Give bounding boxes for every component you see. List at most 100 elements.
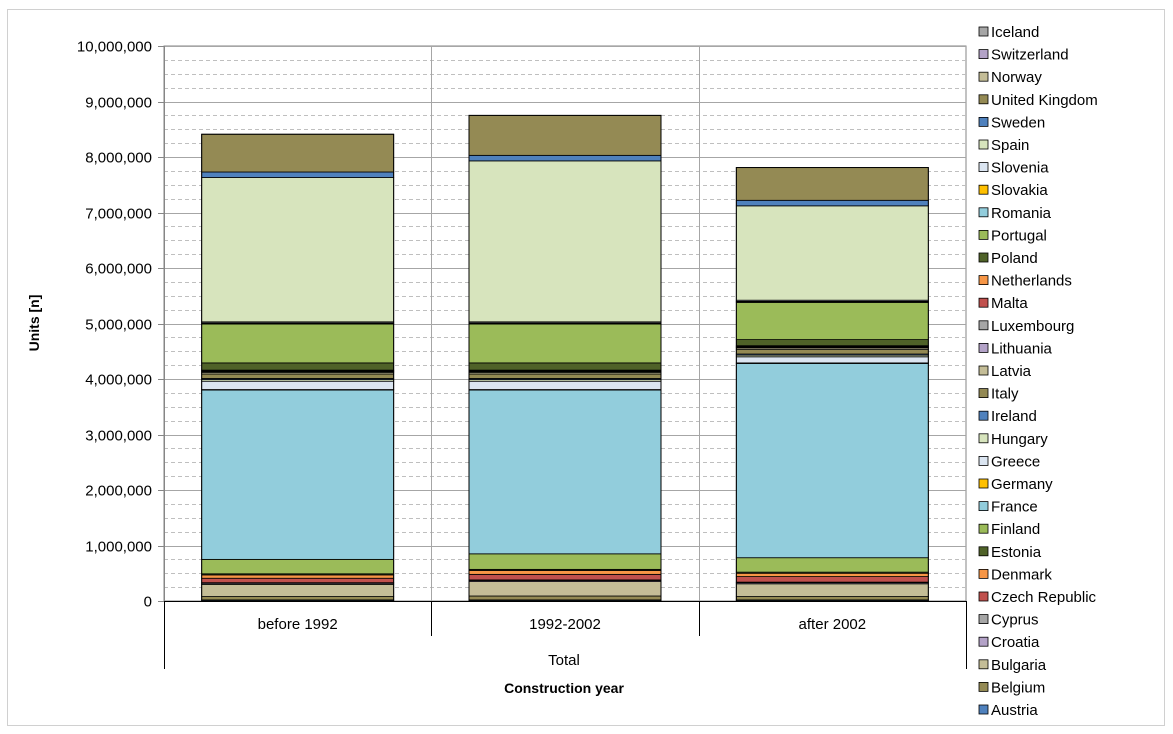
bar-segment-denmark [735, 572, 929, 577]
y-tick-label: 10,000,000 [77, 39, 152, 56]
legend-entry: Sweden [991, 114, 1045, 131]
legend-swatch [978, 591, 989, 602]
legend-entry: Lithuania [991, 340, 1053, 357]
bar-segment-portugal [468, 323, 662, 364]
legend-entry: Norway [991, 69, 1042, 86]
bar-segment-czech-republic [201, 577, 395, 584]
legend-entry: Switzerland [991, 47, 1069, 64]
y-tick-label: 7,000,000 [85, 206, 152, 223]
legend-entry: Czech Republic [991, 589, 1097, 606]
legend-swatch [978, 252, 989, 263]
legend-swatch [978, 207, 989, 218]
bar-segment-spain [468, 160, 662, 323]
legend-swatch [978, 388, 989, 399]
bar-segment-poland [735, 339, 929, 347]
legend-entry: Denmark [991, 566, 1052, 583]
bar-segment-czech-republic [735, 576, 929, 583]
legend: Iceland Switzerland Norway United Kingdom Sw… [978, 24, 1098, 719]
legend-swatch [978, 26, 989, 37]
legend-entry: United Kingdom [991, 92, 1098, 109]
legend-entry: Spain [991, 137, 1029, 154]
y-axis-title: Units [n] [26, 295, 42, 352]
legend-swatch [978, 478, 989, 489]
bar-segment-italy [735, 349, 929, 355]
y-tick-label: 1,000,000 [85, 539, 152, 556]
legend-entry: Hungary [991, 431, 1048, 448]
y-tick-label: 2,000,000 [85, 483, 152, 500]
bar-segment-italy [201, 373, 395, 379]
bar-segment-france [735, 363, 929, 559]
legend-entry: Ireland [991, 408, 1037, 425]
bar-segment-belgium [201, 596, 395, 601]
bar-segment-finland [468, 553, 662, 570]
legend-entry: Slovenia [991, 160, 1049, 177]
y-tick-label: 4,000,000 [85, 372, 152, 389]
legend-swatch [978, 523, 989, 534]
legend-swatch [978, 229, 989, 240]
bar-segment-spain [201, 177, 395, 323]
bar-segment-bulgaria [735, 583, 929, 597]
legend-swatch [978, 704, 989, 715]
bar-segment-greece [468, 380, 662, 390]
legend-entry: Croatia [991, 634, 1040, 651]
bar-segment-spain [735, 205, 929, 301]
legend-entry: Luxembourg [991, 318, 1074, 335]
bar-segment-france [201, 389, 395, 560]
legend-entry: Finland [991, 521, 1040, 538]
legend-entry: Portugal [991, 227, 1047, 244]
y-tick-label: 9,000,000 [85, 95, 152, 112]
legend-swatch [978, 410, 989, 421]
legend-swatch [978, 342, 989, 353]
bar-segment-united-kingdom [468, 114, 662, 156]
y-tick-label: 0 [144, 594, 152, 611]
legend-swatch [978, 94, 989, 105]
bar-segment-denmark [468, 570, 662, 575]
legend-swatch [978, 117, 989, 127]
legend-swatch [978, 614, 989, 624]
legend-entry: Latvia [991, 363, 1032, 380]
legend-entry: Malta [991, 295, 1028, 312]
legend-swatch [978, 546, 989, 557]
legend-swatch [978, 365, 989, 376]
legend-entry: Romania [991, 205, 1052, 222]
legend-entry: France [991, 499, 1038, 516]
bar-segment-italy [468, 373, 662, 379]
x-group-label: Total [548, 652, 580, 669]
legend-swatch [978, 162, 989, 173]
bar-segment-poland [201, 362, 395, 371]
legend-entry: Poland [991, 250, 1038, 267]
bar-segment-bulgaria [201, 583, 395, 597]
legend-entry: Cyprus [991, 612, 1039, 629]
bar-segment-finland [735, 557, 929, 573]
bar-segment-greece [201, 380, 395, 390]
legend-swatch [978, 433, 989, 444]
legend-entry: Austria [991, 702, 1038, 719]
x-category-label: 1992-2002 [529, 616, 601, 633]
y-tick-label: 5,000,000 [85, 317, 152, 334]
legend-swatch [978, 275, 989, 286]
y-tick-label: 6,000,000 [85, 261, 152, 278]
legend-entry: Italy [991, 386, 1019, 403]
legend-swatch [978, 636, 989, 647]
legend-swatch [978, 501, 989, 512]
bar-segment-finland [201, 558, 395, 575]
legend-swatch [978, 320, 989, 331]
legend-entry: Bulgaria [991, 657, 1047, 674]
axes: 0 1,000,000 2,000,000 3,000,000 4,000,000 5,0… [77, 39, 967, 669]
legend-entry: Belgium [991, 679, 1045, 696]
legend-entry: Germany [991, 476, 1053, 493]
legend-swatch [978, 297, 989, 308]
legend-swatch [978, 49, 989, 59]
x-category-label: before 1992 [258, 616, 338, 633]
x-category-label: after 2002 [799, 616, 867, 633]
legend-swatch [978, 569, 989, 579]
bar-segment-france [468, 389, 662, 555]
y-tick-label: 8,000,000 [85, 150, 152, 167]
bar-segment-poland [468, 362, 662, 371]
legend-entry: Iceland [991, 24, 1039, 41]
bar-segment-united-kingdom [735, 167, 929, 201]
bar-segment-portugal [201, 323, 395, 364]
legend-swatch [978, 659, 989, 670]
bar-segment-portugal [735, 302, 929, 340]
bar-segment-sweden [201, 171, 395, 178]
